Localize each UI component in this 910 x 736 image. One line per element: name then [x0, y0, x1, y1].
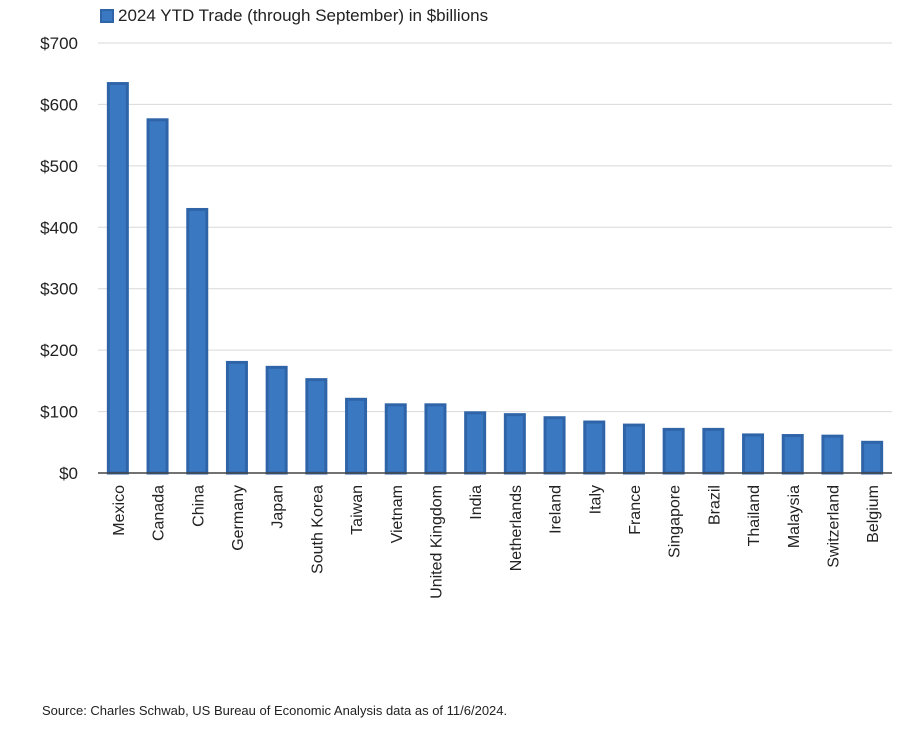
bar — [225, 360, 248, 475]
y-tick-label: $700 — [40, 34, 78, 53]
legend-swatch — [100, 9, 114, 23]
x-tick-label: Japan — [270, 485, 287, 529]
bar — [464, 411, 487, 475]
bar — [702, 427, 725, 475]
x-tick-label: South Korea — [309, 485, 326, 574]
bar — [821, 434, 844, 475]
bar — [503, 413, 526, 475]
x-tick-label: Belgium — [865, 485, 882, 543]
x-tick-label: Vietnam — [389, 485, 406, 543]
y-tick-label: $600 — [40, 95, 78, 114]
x-tick-label: Mexico — [111, 485, 128, 536]
y-tick-label: $100 — [40, 403, 78, 422]
y-tick-label: $300 — [40, 280, 78, 299]
bar — [543, 416, 566, 475]
legend: 2024 YTD Trade (through September) in $b… — [100, 6, 488, 26]
x-tick-label: Germany — [230, 485, 247, 551]
bar — [622, 423, 645, 475]
y-tick-label: $200 — [40, 341, 78, 360]
bar — [583, 420, 606, 475]
y-tick-label: $0 — [59, 464, 78, 483]
x-tick-label: Canada — [151, 485, 168, 541]
x-tick-label: Taiwan — [349, 485, 366, 535]
y-tick-label: $500 — [40, 157, 78, 176]
x-tick-label: Malaysia — [786, 485, 803, 548]
bar — [186, 207, 209, 475]
x-tick-label: France — [627, 485, 644, 535]
bar — [106, 82, 129, 475]
bar — [742, 433, 765, 475]
x-tick-label: Switzerland — [825, 485, 842, 568]
x-tick-label: China — [190, 485, 207, 527]
bar — [424, 403, 447, 475]
x-tick-label: United Kingdom — [428, 485, 445, 599]
x-tick-label: India — [468, 485, 485, 520]
legend-label: 2024 YTD Trade (through September) in $b… — [118, 6, 489, 25]
x-tick-label: Thailand — [746, 485, 763, 546]
x-tick-label: Netherlands — [508, 485, 525, 571]
bar — [384, 403, 407, 475]
x-tick-label: Brazil — [706, 485, 723, 525]
bar — [781, 434, 804, 475]
x-tick-label: Italy — [587, 485, 604, 514]
bar — [146, 118, 169, 475]
bar — [345, 397, 368, 475]
source-note: Source: Charles Schwab, US Bureau of Eco… — [42, 703, 508, 718]
bar — [662, 427, 685, 475]
bar — [861, 440, 884, 475]
y-tick-label: $400 — [40, 218, 78, 237]
x-tick-label: Ireland — [548, 485, 565, 534]
bar — [305, 378, 328, 475]
x-tick-label: Singapore — [667, 485, 684, 558]
bar — [265, 365, 288, 475]
